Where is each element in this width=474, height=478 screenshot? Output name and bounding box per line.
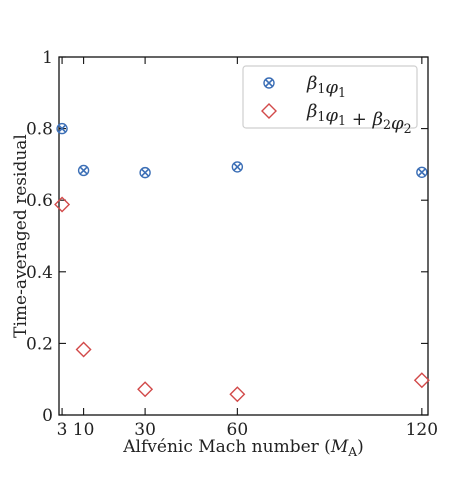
x-axis-title: Alfvénic Mach number (MA)	[122, 437, 363, 459]
y-tick-label: 0.6	[26, 191, 53, 211]
legend-label-series-2: β1φ1 + β2φ2	[306, 101, 412, 136]
x-tick-label: 3	[57, 420, 68, 440]
data-point-cross-b	[57, 124, 67, 133]
data-point-circle	[263, 77, 275, 89]
data-point-diamond	[137, 381, 154, 398]
data-point-diamond	[413, 372, 430, 389]
y-tick-label: 0.8	[26, 120, 53, 140]
x-tick-label: 10	[73, 420, 95, 440]
data-point-circle	[56, 122, 68, 135]
data-point-cross-b	[264, 78, 274, 88]
data-point-circle	[416, 166, 428, 178]
data-point-cross-b	[233, 162, 242, 172]
y-axis-title: Time-averaged residual	[11, 134, 31, 338]
data-point-diamond	[229, 386, 246, 403]
y-tick-label: 1	[42, 48, 53, 68]
data-point-circle	[139, 166, 151, 179]
legend-label-series-1: β1φ1	[306, 73, 346, 100]
data-point-diamond	[54, 196, 71, 213]
data-point-cross-b	[417, 168, 427, 177]
data-point-diamond	[261, 103, 277, 119]
data-point-circle	[77, 164, 90, 177]
data-point-diamond	[75, 341, 92, 358]
x-tick-label: 30	[134, 420, 156, 440]
x-tick-label: 60	[227, 420, 249, 440]
data-point-cross-b	[140, 168, 150, 177]
data-point-circle	[231, 161, 244, 173]
data-point-cross-b	[79, 166, 88, 175]
plot-frame	[58, 56, 429, 416]
legend-box	[242, 65, 418, 129]
x-tick-label: 120	[406, 420, 438, 440]
y-tick-label: 0	[42, 406, 53, 426]
y-tick-label: 0.2	[26, 334, 53, 354]
y-tick-label: 0.4	[26, 263, 53, 283]
